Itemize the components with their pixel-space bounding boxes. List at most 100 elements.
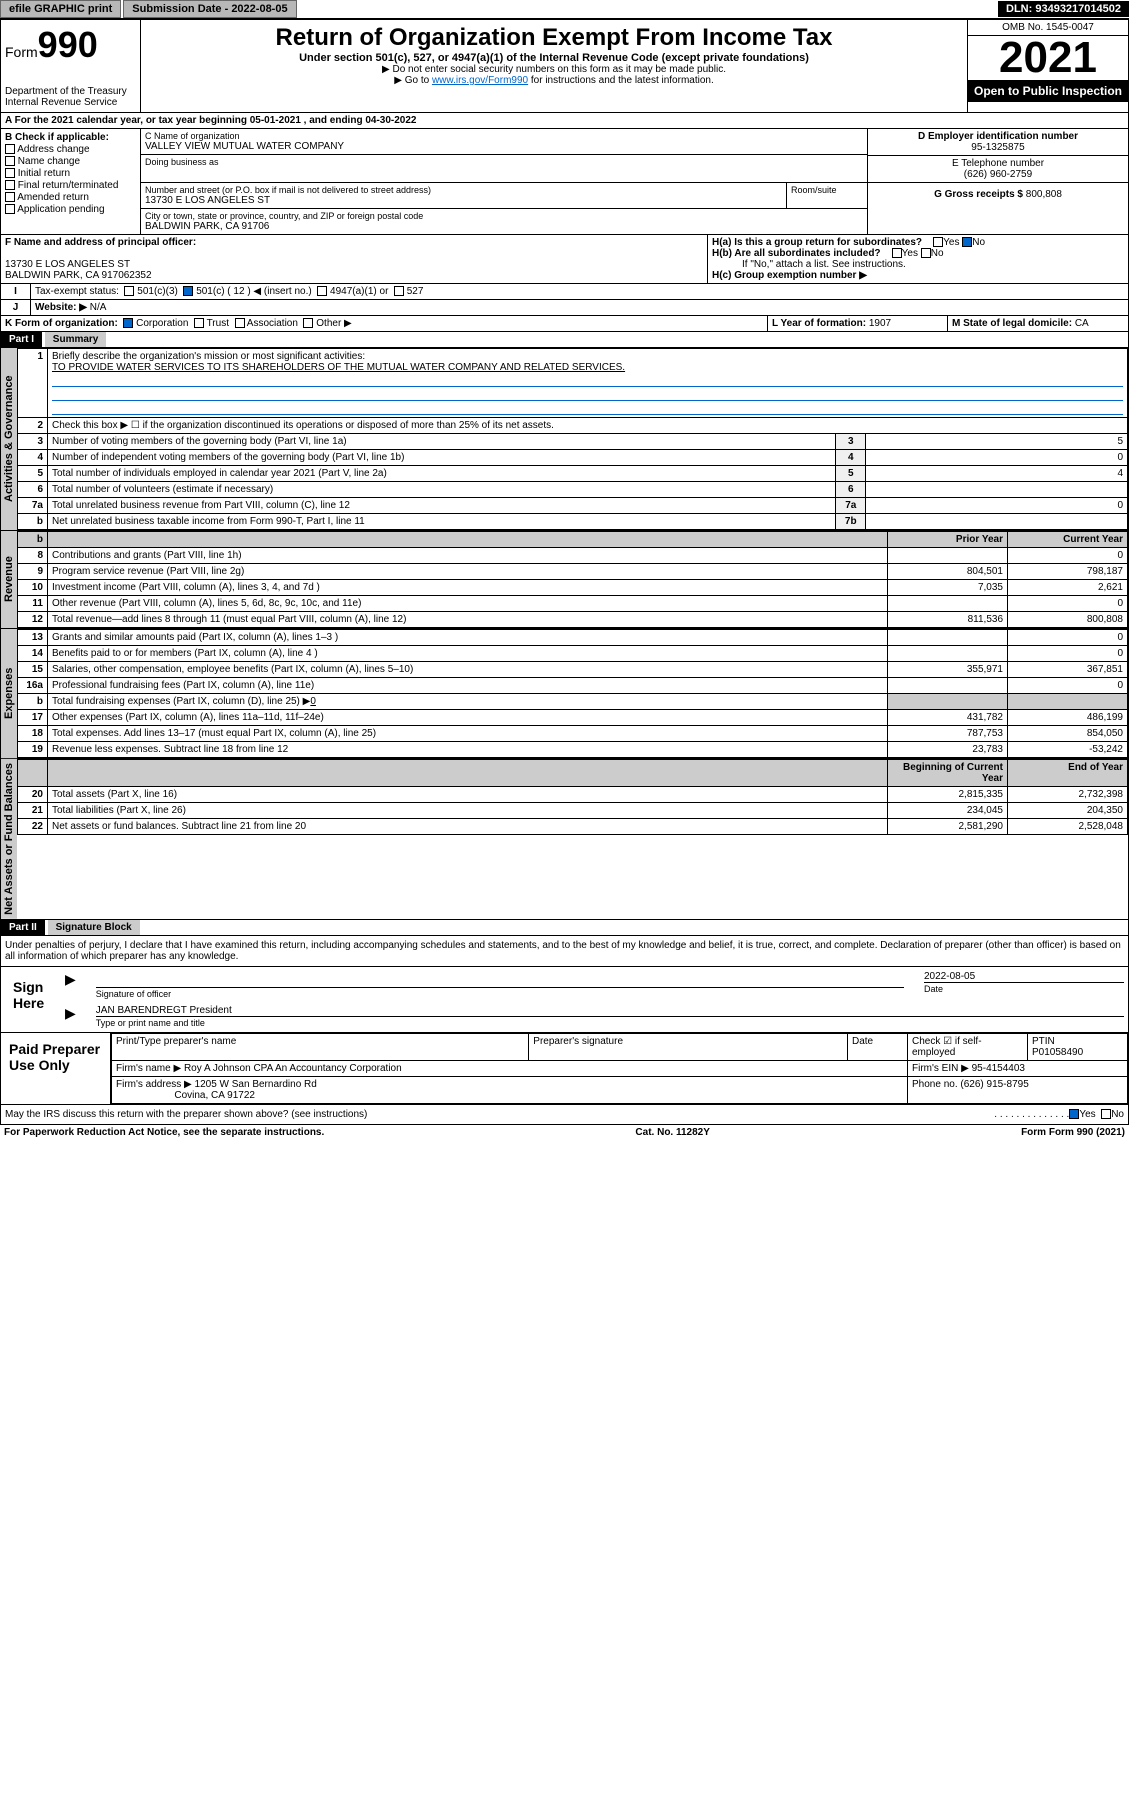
check-name[interactable]: [5, 156, 15, 166]
c21: 204,350: [1008, 803, 1128, 819]
part2-title: Signature Block: [48, 920, 140, 935]
officer-name: JAN BARENDREGT President: [96, 1005, 1124, 1016]
p20: 2,815,335: [888, 787, 1008, 803]
street-value: 13730 E LOS ANGELES ST: [145, 195, 782, 206]
irs-link[interactable]: www.irs.gov/Form990: [432, 75, 528, 86]
check-501c3[interactable]: [124, 286, 134, 296]
hb-yes[interactable]: [892, 248, 902, 258]
firm-addr2: Covina, CA 91722: [174, 1090, 255, 1101]
tab-activities: Activities & Governance: [1, 348, 17, 530]
form-label: Form: [5, 44, 38, 60]
p11: [888, 596, 1008, 612]
submission-date: Submission Date - 2022-08-05: [123, 0, 296, 18]
ha-label: H(a) Is this a group return for subordin…: [712, 237, 922, 248]
phone-value: (626) 960-2759: [872, 169, 1124, 180]
c9: 798,187: [1008, 564, 1128, 580]
street-label: Number and street (or P.O. box if mail i…: [145, 185, 782, 195]
form-footer: Form Form 990 (2021): [1021, 1127, 1125, 1138]
form-subtitle: Under section 501(c), 527, or 4947(a)(1)…: [145, 52, 963, 64]
firm-addr1: 1205 W San Bernardino Rd: [195, 1079, 317, 1090]
check-amended[interactable]: [5, 192, 15, 202]
c18: 854,050: [1008, 726, 1128, 742]
state-domicile: CA: [1075, 318, 1089, 329]
dln-label: DLN: 93493217014502: [998, 1, 1129, 17]
ha-no[interactable]: [962, 237, 972, 247]
arrow-icon: ▶: [65, 1005, 76, 1028]
discuss-no[interactable]: [1101, 1109, 1111, 1119]
p14: [888, 646, 1008, 662]
check-final[interactable]: [5, 180, 15, 190]
officer-line1: 13730 E LOS ANGELES ST: [5, 259, 130, 270]
check-other[interactable]: [303, 318, 313, 328]
q1-label: Briefly describe the organization's miss…: [52, 351, 365, 362]
part1-title: Summary: [45, 332, 107, 347]
cat-number: Cat. No. 11282Y: [635, 1127, 709, 1138]
check-assoc[interactable]: [235, 318, 245, 328]
p17: 431,782: [888, 710, 1008, 726]
check-address[interactable]: [5, 144, 15, 154]
c16a: 0: [1008, 678, 1128, 694]
discuss-yes[interactable]: [1069, 1109, 1079, 1119]
org-name: VALLEY VIEW MUTUAL WATER COMPANY: [145, 141, 863, 152]
form-note-1: ▶ Do not enter social security numbers o…: [145, 64, 963, 75]
gross-label: G Gross receipts $: [934, 189, 1023, 200]
tax-year: 2021: [968, 36, 1128, 80]
form-number: 990: [38, 24, 98, 65]
c13: 0: [1008, 630, 1128, 646]
tax-period: A For the 2021 calendar year, or tax yea…: [0, 113, 1129, 129]
check-501c[interactable]: [183, 286, 193, 296]
firm-ein: 95-4154403: [972, 1063, 1025, 1074]
pra-notice: For Paperwork Reduction Act Notice, see …: [4, 1127, 324, 1138]
sign-here-label: Sign Here: [5, 971, 65, 1028]
self-emp-label: Check ☑ if self-employed: [908, 1033, 1028, 1060]
p21: 234,045: [888, 803, 1008, 819]
phone-label: E Telephone number: [872, 158, 1124, 169]
check-527[interactable]: [394, 286, 404, 296]
p12: 811,536: [888, 612, 1008, 628]
org-name-label: C Name of organization: [145, 131, 863, 141]
check-application[interactable]: [5, 204, 15, 214]
sig-officer-label: Signature of officer: [96, 987, 904, 999]
prep-date-label: Date: [848, 1033, 908, 1060]
p18: 787,753: [888, 726, 1008, 742]
discuss-label: May the IRS discuss this return with the…: [5, 1109, 994, 1120]
ein-label: D Employer identification number: [918, 131, 1078, 142]
ha-yes[interactable]: [933, 237, 943, 247]
part2-header: Part II: [1, 920, 45, 935]
v3: 5: [866, 434, 1128, 450]
firm-phone: (626) 915-8795: [960, 1079, 1028, 1090]
prep-name-label: Print/Type preparer's name: [112, 1033, 529, 1060]
website-label: Website: ▶: [35, 302, 87, 313]
v4: 0: [866, 450, 1128, 466]
check-initial[interactable]: [5, 168, 15, 178]
irs-label: Internal Revenue Service: [5, 97, 136, 108]
v7b: [866, 514, 1128, 530]
v7a: 0: [866, 498, 1128, 514]
c20: 2,732,398: [1008, 787, 1128, 803]
part1-header: Part I: [1, 332, 42, 347]
p22: 2,581,290: [888, 819, 1008, 835]
efile-button[interactable]: efile GRAPHIC print: [0, 0, 121, 18]
name-title-label: Type or print name and title: [96, 1016, 1124, 1028]
officer-label: F Name and address of principal officer:: [5, 237, 196, 248]
mission-text: TO PROVIDE WATER SERVICES TO ITS SHAREHO…: [52, 362, 625, 373]
c22: 2,528,048: [1008, 819, 1128, 835]
info-grid: B Check if applicable: Address change Na…: [0, 129, 1129, 235]
p19: 23,783: [888, 742, 1008, 758]
c15: 367,851: [1008, 662, 1128, 678]
form-note-2: ▶ Go to www.irs.gov/Form990 for instruct…: [145, 75, 963, 86]
firm-name: Roy A Johnson CPA An Accountancy Corpora…: [184, 1063, 402, 1074]
sig-date-label: Date: [924, 982, 1124, 994]
ptin-value: P01058490: [1032, 1047, 1083, 1058]
check-trust[interactable]: [194, 318, 204, 328]
form-header: Form990 Department of the Treasury Inter…: [0, 19, 1129, 113]
form-title: Return of Organization Exempt From Incom…: [145, 24, 963, 52]
check-corp[interactable]: [123, 318, 133, 328]
tab-netassets: Net Assets or Fund Balances: [1, 759, 17, 919]
check-4947[interactable]: [317, 286, 327, 296]
hb-no[interactable]: [921, 248, 931, 258]
q2-label: Check this box ▶ ☐ if the organization d…: [48, 418, 1128, 434]
city-value: BALDWIN PARK, CA 91706: [145, 221, 863, 232]
website-value: N/A: [90, 302, 107, 313]
officer-line2: BALDWIN PARK, CA 917062352: [5, 270, 152, 281]
